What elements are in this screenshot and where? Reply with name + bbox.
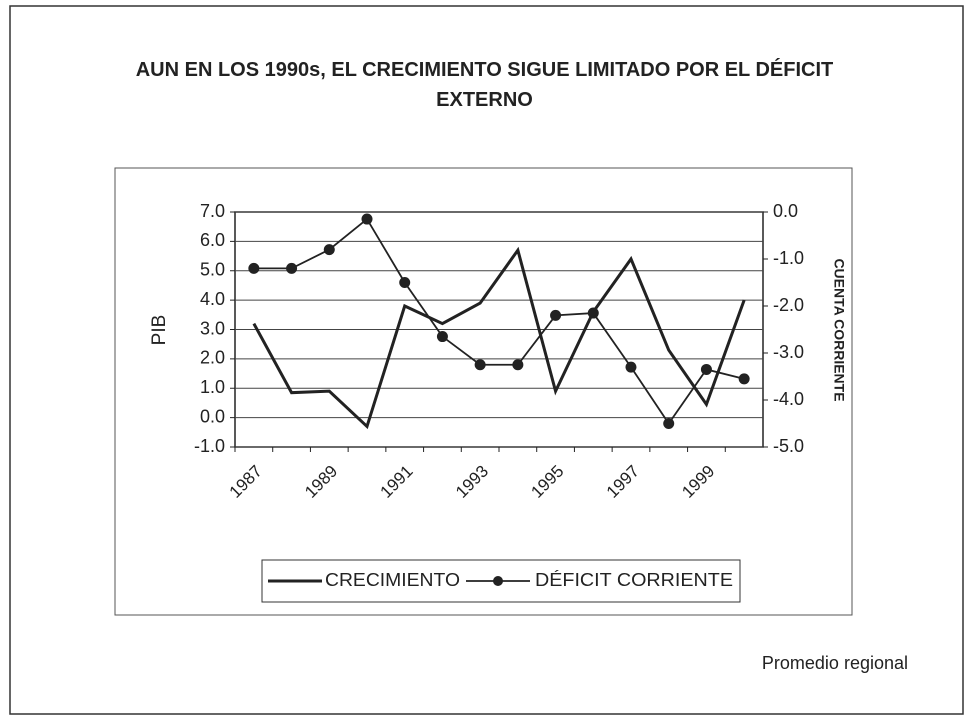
point (700, 363, 712, 375)
y-tick-label: 2.0 (200, 348, 225, 368)
annotation: Promedio regional (762, 653, 908, 673)
y-tick-label: 0.0 (200, 406, 225, 426)
y-tick-label: 5.0 (200, 260, 225, 280)
y-tick-label: 7.0 (200, 201, 225, 221)
y-axis-label: PIB (149, 315, 170, 346)
y2-tick-label: -2.0 (773, 295, 804, 315)
y2-tick-label: -3.0 (773, 342, 804, 362)
x-tick-label: 1997 (603, 462, 643, 502)
legend-label: DÉFICIT CORRIENTE (535, 570, 733, 590)
point (361, 213, 373, 225)
chart-title: AUN EN LOS 1990s, EL CRECIMIENTO SIGUE L… (135, 59, 834, 111)
legend-label: CRECIMIENTO (325, 570, 460, 590)
point (474, 359, 486, 371)
point (550, 309, 562, 321)
y-tick-label: 1.0 (200, 377, 225, 397)
y2-tick-label: -4.0 (773, 389, 804, 409)
y2-tick-label: -5.0 (773, 436, 804, 456)
x-tick-label: 1995 (527, 462, 567, 502)
y-tick-label: 6.0 (200, 230, 225, 250)
point (663, 418, 675, 429)
x-tick-label: 1987 (226, 462, 266, 502)
point (399, 277, 411, 288)
point (248, 262, 260, 274)
x-tick-label: 1991 (377, 462, 417, 502)
point (512, 359, 524, 371)
point (738, 373, 750, 385)
point (323, 244, 335, 256)
legend (261, 559, 741, 603)
x-tick-label: 1993 (452, 462, 492, 502)
point (286, 262, 298, 274)
point (625, 361, 637, 373)
series-line (252, 246, 746, 430)
slide-frame (9, 5, 964, 715)
x-tick-label: 1989 (301, 462, 341, 502)
x-tick-label: 1999 (678, 462, 718, 502)
point (436, 331, 448, 343)
y-tick-label: -1.0 (194, 436, 225, 456)
y-tick-label: 4.0 (200, 289, 225, 309)
y2-axis-label: CUENTA CORRIENTE (831, 258, 847, 401)
y-tick-label: 3.0 (200, 318, 225, 338)
point (587, 307, 599, 319)
chart-frame (114, 167, 853, 616)
series-line (253, 217, 745, 426)
legend-swatch (493, 576, 503, 586)
y2-tick-label: 0.0 (773, 201, 798, 221)
y2-tick-label: -1.0 (773, 248, 804, 268)
